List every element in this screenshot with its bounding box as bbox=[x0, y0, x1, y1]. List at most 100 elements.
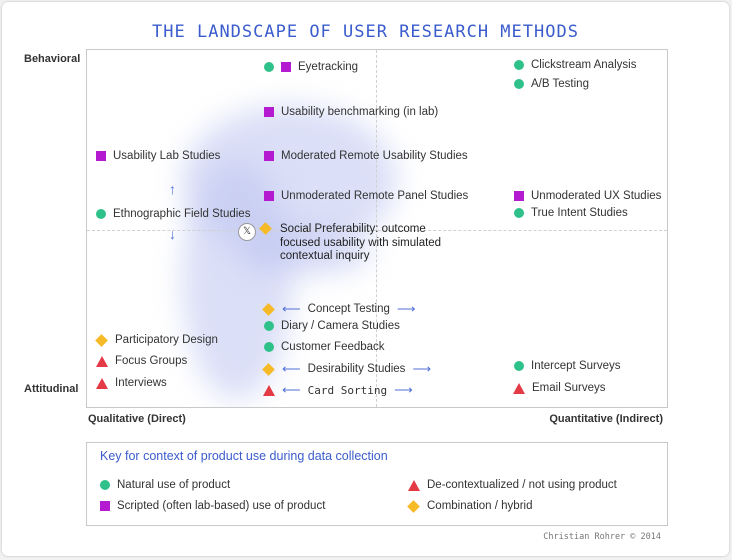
method-label-line: focused usability with simulated bbox=[280, 236, 442, 249]
method-label: Unmoderated Remote Panel Studies bbox=[281, 190, 469, 202]
method-label: Unmoderated UX Studies bbox=[531, 190, 662, 202]
method-ethnographic: Ethnographic Field Studies bbox=[96, 208, 250, 220]
arrow-left-icon: ⟵ bbox=[282, 382, 301, 397]
method-label: Interviews bbox=[115, 377, 167, 389]
scripted-marker-icon bbox=[264, 107, 274, 117]
method-label: Ethnographic Field Studies bbox=[113, 208, 251, 220]
natural-marker-icon bbox=[514, 60, 524, 70]
arrow-left-icon: ⟵ bbox=[282, 361, 301, 376]
natural-marker-icon bbox=[514, 208, 524, 218]
legend-title: Key for context of product use during da… bbox=[100, 449, 388, 463]
method-intercept: Intercept Surveys bbox=[514, 360, 620, 372]
arrow-up-icon: ↑ bbox=[169, 181, 176, 197]
decontext-marker-icon bbox=[263, 384, 275, 396]
method-moderated-remote: Moderated Remote Usability Studies bbox=[264, 150, 468, 162]
method-label: True Intent Studies bbox=[531, 207, 628, 219]
scripted-marker-icon bbox=[264, 151, 274, 161]
decontext-marker-icon bbox=[513, 382, 525, 394]
method-clickstream: Clickstream Analysis bbox=[514, 59, 636, 71]
method-usability-lab: Usability Lab Studies bbox=[96, 150, 220, 162]
scripted-marker-icon bbox=[514, 191, 524, 201]
method-label: Intercept Surveys bbox=[531, 360, 621, 372]
legend-box: Key for context of product use during da… bbox=[86, 442, 668, 526]
expand-icon[interactable]: 𝕏 bbox=[238, 223, 256, 241]
decontext-marker-icon bbox=[408, 479, 420, 491]
method-label: Clickstream Analysis bbox=[531, 59, 637, 71]
legend-item-decontext: De-contextualized / not using product bbox=[408, 479, 617, 491]
method-unmoderated-ux: Unmoderated UX Studies bbox=[514, 190, 661, 202]
natural-marker-icon bbox=[264, 342, 274, 352]
method-label: Focus Groups bbox=[115, 355, 188, 367]
method-label-line: Social Preferability: outcome bbox=[280, 223, 426, 235]
method-email-surveys: Email Surveys bbox=[513, 382, 606, 394]
hybrid-marker-icon bbox=[259, 222, 272, 235]
method-label: Eyetracking bbox=[298, 61, 359, 73]
axis-label-quantitative: Quantitative (Indirect) bbox=[549, 413, 663, 425]
legend-item-hybrid: Combination / hybrid bbox=[407, 499, 533, 513]
arrow-right-icon: ⟶ bbox=[412, 361, 432, 376]
natural-marker-icon bbox=[264, 321, 274, 331]
scripted-marker-icon bbox=[100, 501, 110, 511]
decontext-marker-icon bbox=[96, 355, 108, 367]
scripted-marker-icon bbox=[96, 151, 106, 161]
legend-label: Natural use of product bbox=[117, 479, 231, 491]
method-participatory: Participatory Design bbox=[95, 333, 218, 347]
context-blob-middle bbox=[237, 230, 372, 275]
method-concept-testing: ⟵ Concept Testing ⟶ bbox=[262, 301, 416, 317]
method-card-sorting: ⟵ Card Sorting ⟶ bbox=[263, 382, 413, 398]
hybrid-marker-icon bbox=[262, 302, 275, 316]
method-diary: Diary / Camera Studies bbox=[264, 320, 400, 332]
hybrid-marker-icon bbox=[95, 333, 108, 347]
method-usability-benchmarking: Usability benchmarking (in lab) bbox=[264, 106, 438, 118]
method-label: Customer Feedback bbox=[281, 341, 385, 353]
method-label: Concept Testing bbox=[307, 303, 390, 315]
method-desirability: ⟵ Desirability Studies ⟶ bbox=[262, 361, 431, 377]
method-label: Desirability Studies bbox=[307, 363, 406, 375]
method-focus-groups: Focus Groups bbox=[96, 355, 187, 367]
natural-marker-icon bbox=[96, 209, 106, 219]
legend-label: De-contextualized / not using product bbox=[427, 479, 617, 491]
legend-item-natural: Natural use of product bbox=[100, 479, 230, 491]
legend-label: Combination / hybrid bbox=[427, 500, 533, 512]
method-customer-feedback: Customer Feedback bbox=[264, 341, 385, 353]
hybrid-marker-icon bbox=[262, 362, 275, 376]
axis-label-qualitative: Qualitative (Direct) bbox=[88, 413, 186, 425]
horizontal-divider bbox=[87, 230, 667, 231]
natural-marker-icon bbox=[514, 361, 524, 371]
method-label: Moderated Remote Usability Studies bbox=[281, 150, 468, 162]
natural-marker-icon bbox=[100, 480, 110, 490]
method-label: A/B Testing bbox=[531, 78, 589, 90]
method-unmoderated-remote-panel: Unmoderated Remote Panel Studies bbox=[264, 190, 468, 202]
method-label: Usability benchmarking (in lab) bbox=[281, 106, 439, 118]
method-interviews: Interviews bbox=[96, 377, 167, 389]
method-eyetracking: Eyetracking bbox=[264, 61, 358, 73]
arrow-down-icon: ↓ bbox=[169, 226, 176, 242]
scripted-marker-icon bbox=[281, 62, 291, 72]
method-label-line: contextual inquiry bbox=[280, 250, 370, 262]
method-true-intent: True Intent Studies bbox=[514, 207, 628, 219]
method-social-preferability: Social Preferability: outcome focused us… bbox=[280, 223, 441, 264]
legend-label: Scripted (often lab-based) use of produc… bbox=[117, 500, 326, 512]
arrow-left-icon: ⟵ bbox=[282, 301, 301, 316]
natural-marker-icon bbox=[514, 79, 524, 89]
method-label: Usability Lab Studies bbox=[113, 150, 221, 162]
method-label: Diary / Camera Studies bbox=[281, 320, 400, 332]
axis-label-attitudinal: Attitudinal bbox=[24, 383, 79, 395]
method-label: Email Surveys bbox=[532, 382, 606, 394]
arrow-right-icon: ⟶ bbox=[396, 301, 416, 316]
method-ab-testing: A/B Testing bbox=[514, 78, 589, 90]
methods-plot bbox=[86, 49, 668, 408]
diagram-title: THE LANDSCAPE OF USER RESEARCH METHODS bbox=[152, 22, 579, 42]
arrow-right-icon: ⟶ bbox=[394, 382, 413, 397]
decontext-marker-icon bbox=[96, 377, 108, 389]
method-label: Card Sorting bbox=[307, 383, 388, 397]
vertical-divider bbox=[376, 50, 377, 407]
scripted-marker-icon bbox=[264, 191, 274, 201]
credit-text: Christian Rohrer © 2014 bbox=[543, 532, 661, 542]
axis-label-behavioral: Behavioral bbox=[24, 53, 81, 65]
hybrid-marker-icon bbox=[407, 499, 420, 513]
legend-item-scripted: Scripted (often lab-based) use of produc… bbox=[100, 500, 325, 512]
method-label: Participatory Design bbox=[115, 334, 218, 346]
natural-marker-icon bbox=[264, 62, 274, 72]
